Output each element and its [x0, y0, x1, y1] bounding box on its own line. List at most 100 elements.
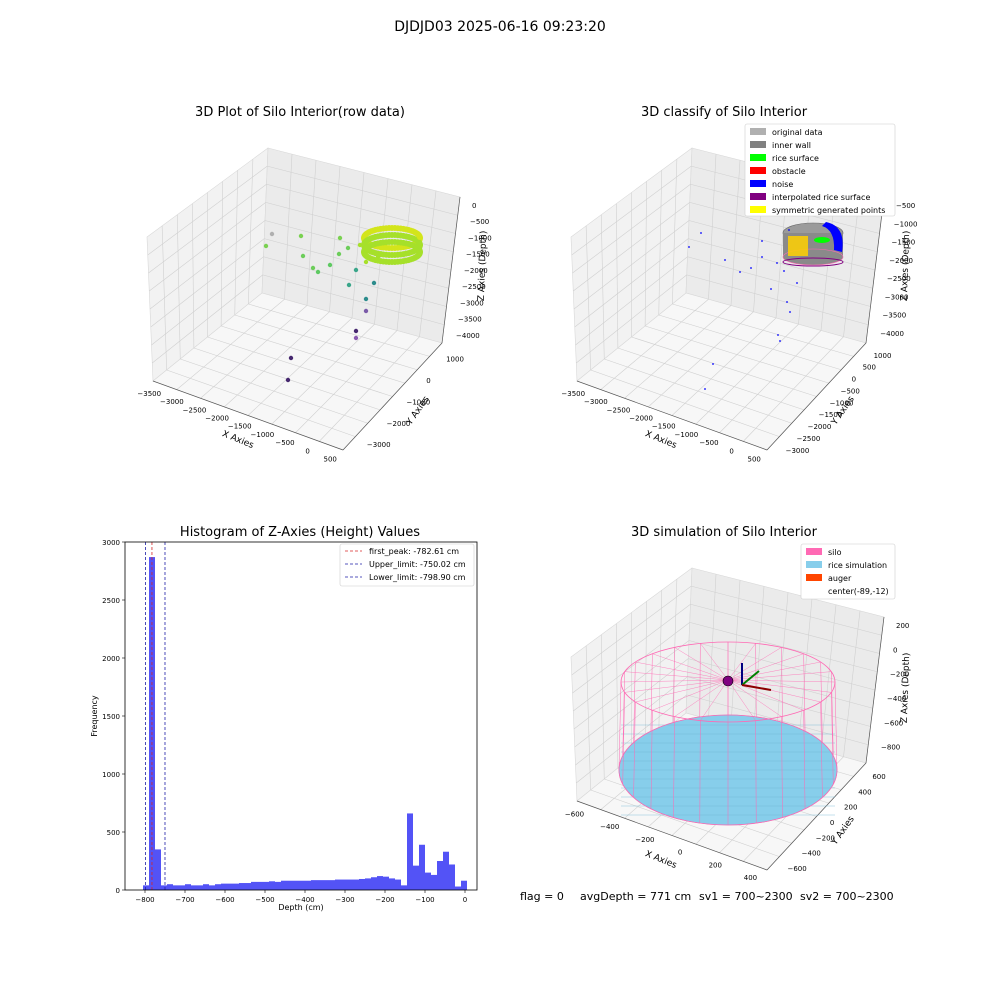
legend-label: Upper_limit: -750.02 cm [369, 560, 466, 569]
classify-chart: 3D classify of Silo Interior −3500−3000−… [561, 105, 917, 464]
rice-surface [814, 237, 830, 243]
z-tick-label: −400 [887, 695, 906, 703]
y-tick-label: −2500 [797, 435, 821, 443]
histogram-legend: first_peak: -782.61 cm Upper_limit: -750.… [339, 543, 475, 587]
grid-line [152, 274, 263, 364]
x-tick-label: −500 [275, 439, 294, 447]
y-tick-label: 0 [116, 887, 120, 895]
grid-line [575, 676, 688, 766]
data-point [416, 240, 423, 247]
x-tick-label: −3500 [137, 390, 161, 398]
y-tick-label: −2000 [387, 420, 411, 428]
legend-swatch [750, 154, 766, 161]
x-tick-label: −300 [335, 896, 354, 904]
y-tick-label: −2000 [808, 423, 832, 431]
data-point [353, 267, 359, 273]
histogram-bar [287, 880, 293, 890]
data-point [327, 262, 333, 268]
histogram-y-ticks: 0 500 1000 1500 2000 2500 3000 [102, 539, 125, 895]
histogram-bar [221, 883, 227, 890]
grid-line [295, 330, 398, 433]
noise-point [724, 259, 726, 261]
histogram-bar [143, 885, 149, 890]
y-axis-line [342, 342, 443, 451]
z-tick-label: −500 [470, 218, 489, 226]
legend-swatch [750, 128, 766, 135]
z-tick-label: −1500 [466, 251, 490, 259]
histogram-reference-lines [145, 542, 166, 890]
histogram-bar [413, 865, 419, 890]
noise-point [786, 301, 788, 303]
legend-swatch [750, 141, 766, 148]
y-tick-label: 0 [852, 376, 856, 384]
noise-point [750, 267, 752, 269]
y-axis-line [766, 762, 867, 871]
grid-line [248, 303, 430, 357]
x-tick-label: −1500 [652, 423, 676, 431]
z-tick-label: −1500 [892, 239, 916, 247]
y-tick-label: −1000 [406, 398, 430, 406]
x-tick-label: −3000 [584, 398, 608, 406]
histogram-bar [359, 878, 365, 890]
auger-axis-y [741, 670, 760, 686]
data-point [353, 328, 359, 334]
grid-line [574, 658, 689, 748]
simulation-z-ticks: 200 0 −200 −400 −600 −800 [881, 622, 909, 752]
grid-line [419, 190, 437, 337]
noise-point [777, 334, 779, 336]
y-tick-label: 2000 [102, 655, 120, 663]
grid-line [631, 336, 817, 397]
silo-wall-line [673, 716, 675, 818]
legend-label: silo [828, 548, 842, 557]
z-tick-label: 0 [893, 646, 897, 654]
grid-line [574, 238, 689, 328]
data-point [298, 233, 304, 239]
silo-roof-line [624, 679, 729, 693]
histogram-bar [215, 884, 221, 890]
silo-roof-line [620, 679, 729, 683]
histogram-bar [419, 844, 425, 890]
histogram-bar [371, 877, 377, 890]
silo-roof-line [700, 643, 729, 681]
silo-roof-line [727, 643, 756, 681]
z-tick-label: −2500 [887, 275, 911, 283]
z-tick-label: −3000 [460, 299, 484, 307]
grid-line [688, 640, 876, 691]
silo-roof-line [727, 679, 782, 717]
data-point [269, 231, 275, 237]
grid-line [576, 694, 687, 784]
grid-line [264, 238, 449, 289]
x-tick-label: −1000 [675, 431, 699, 439]
histogram-bar [161, 885, 167, 890]
silo-wall-line [699, 643, 701, 717]
data-point [371, 280, 377, 286]
grid-line [672, 159, 678, 305]
silo-roof-line [727, 679, 836, 683]
histogram-bar [167, 884, 173, 890]
y-tick-label: 200 [844, 804, 857, 812]
x-tick-label: −3000 [160, 398, 184, 406]
grid-line [149, 220, 266, 310]
noise-cluster [822, 222, 843, 252]
grid-line [743, 336, 844, 442]
data-point [310, 265, 316, 271]
data-point [357, 242, 363, 248]
x-tick-label: 200 [709, 861, 722, 869]
histogram-x-ticks: −800 −700 −600 −500 −400 −300 −200 −100 0 [135, 890, 467, 904]
noise-point [770, 288, 772, 290]
grid-line [820, 604, 837, 751]
silo-roof-line [727, 647, 782, 681]
histogram-bar [179, 885, 185, 890]
histogram-bar [155, 849, 161, 890]
x-tick-label: −1000 [251, 431, 275, 439]
grid-line [658, 590, 663, 736]
y-tick-label: 2500 [102, 597, 120, 605]
noise-point [704, 388, 706, 390]
histogram-bar [173, 885, 179, 890]
y-tick-label: −3000 [367, 441, 391, 449]
z-tick-label: −1000 [468, 234, 492, 242]
z-axis-line [865, 196, 885, 344]
interpolated-rice-surface [782, 257, 844, 267]
grid-line [688, 238, 873, 289]
histogram-bar [281, 880, 287, 890]
